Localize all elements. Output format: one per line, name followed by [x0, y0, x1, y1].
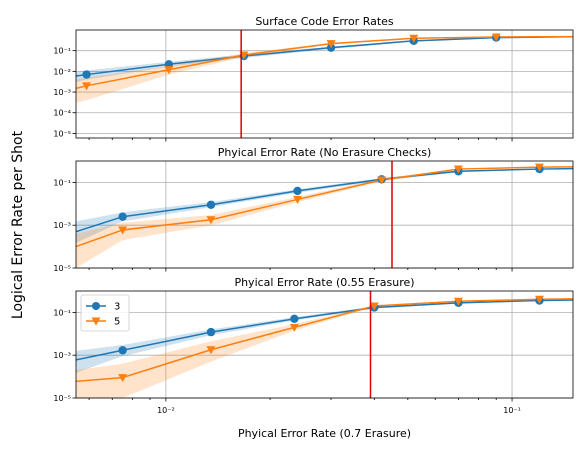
series-line-3 — [76, 36, 573, 77]
series-line-3 — [76, 167, 573, 233]
data-point-3 — [82, 70, 91, 79]
y-tick-label: 10⁻⁵ — [53, 129, 71, 138]
y-tick-label: 10⁻³ — [53, 351, 71, 360]
series-line-3 — [76, 299, 573, 361]
data-point-3 — [206, 327, 216, 337]
panel-3: 10⁻⁵ 10⁻³ 10⁻¹ 10⁻² 10⁻¹ Phyical Error Rate (… — [53, 276, 574, 440]
data-point-5 — [118, 226, 128, 235]
data-point-5 — [453, 165, 463, 174]
series-line-5 — [76, 298, 573, 383]
data-point-5 — [534, 163, 544, 172]
data-point-5 — [409, 34, 419, 43]
data-point-5 — [534, 295, 544, 304]
legend-label-5: 5 — [114, 317, 120, 328]
confidence-band-5 — [76, 298, 573, 398]
panel-title: Phyical Error Rate (0.55 Erasure) — [234, 276, 414, 289]
legend-marker-5 — [91, 317, 101, 326]
data-point-5 — [82, 82, 92, 91]
panel-title: Phyical Error Rate (No Erasure Checks) — [218, 146, 432, 159]
data-point-3 — [118, 212, 127, 221]
data-point-5 — [453, 297, 463, 306]
data-point-5 — [206, 346, 216, 355]
y-tick-label: 10⁻¹ — [53, 47, 71, 56]
legend: 35 — [80, 294, 130, 332]
data-point-3 — [206, 200, 216, 209]
series-line-5 — [76, 35, 573, 90]
y-tick-label: 10⁻³ — [53, 88, 71, 97]
y-tick-label: 10⁻³ — [53, 221, 71, 230]
x-axis-label: Phyical Error Rate (0.7 Erasure) — [238, 427, 411, 440]
panel-1: 10⁻⁵ 10⁻⁴ 10⁻³ 10⁻² 10⁻¹ Surface Code Error R… — [53, 15, 574, 142]
data-point-5 — [289, 323, 299, 332]
legend-label-3: 3 — [114, 302, 120, 313]
panel-frame — [75, 160, 574, 269]
confidence-band-5 — [76, 36, 573, 103]
plot-area — [76, 295, 573, 398]
y-axis-label: Logical Error Rate per Shot — [10, 130, 26, 319]
panel-frame — [75, 29, 574, 139]
data-point-5 — [118, 374, 128, 383]
data-point-3 — [118, 346, 127, 355]
panels: 10⁻⁵ 10⁻⁴ 10⁻³ 10⁻² 10⁻¹ Surface Code Error R… — [53, 15, 574, 440]
data-point-3 — [290, 314, 299, 324]
x-tick-label: 10⁻¹ — [503, 406, 521, 415]
panel-frame — [75, 290, 574, 399]
panel-title: Surface Code Error Rates — [255, 15, 394, 28]
data-point-5 — [292, 195, 302, 204]
y-tick-label: 10⁻¹ — [53, 308, 71, 317]
series-line-5 — [76, 166, 573, 248]
y-tick-label: 10⁻⁵ — [53, 394, 71, 403]
data-point-5 — [491, 33, 501, 42]
data-point-3 — [293, 186, 302, 196]
data-point-5 — [377, 176, 387, 185]
data-point-5 — [206, 216, 216, 225]
y-tick-label: 10⁻¹ — [53, 178, 71, 187]
data-point-5 — [164, 66, 174, 75]
data-point-5 — [326, 40, 336, 49]
y-tick-label: 10⁻⁴ — [53, 109, 71, 118]
data-point-5 — [369, 302, 379, 311]
plot-area — [76, 33, 573, 103]
confidence-band-5 — [76, 166, 573, 268]
legend-marker-3 — [92, 302, 100, 310]
x-tick-label: 10⁻² — [157, 406, 175, 415]
y-tick-label: 10⁻² — [53, 67, 71, 76]
y-tick-label: 10⁻⁵ — [53, 264, 71, 273]
plot-area — [76, 163, 573, 268]
panel-2: 10⁻⁵ 10⁻³ 10⁻¹ Phyical Error Rate (No Erasu… — [53, 146, 574, 273]
legend-box — [80, 294, 130, 332]
